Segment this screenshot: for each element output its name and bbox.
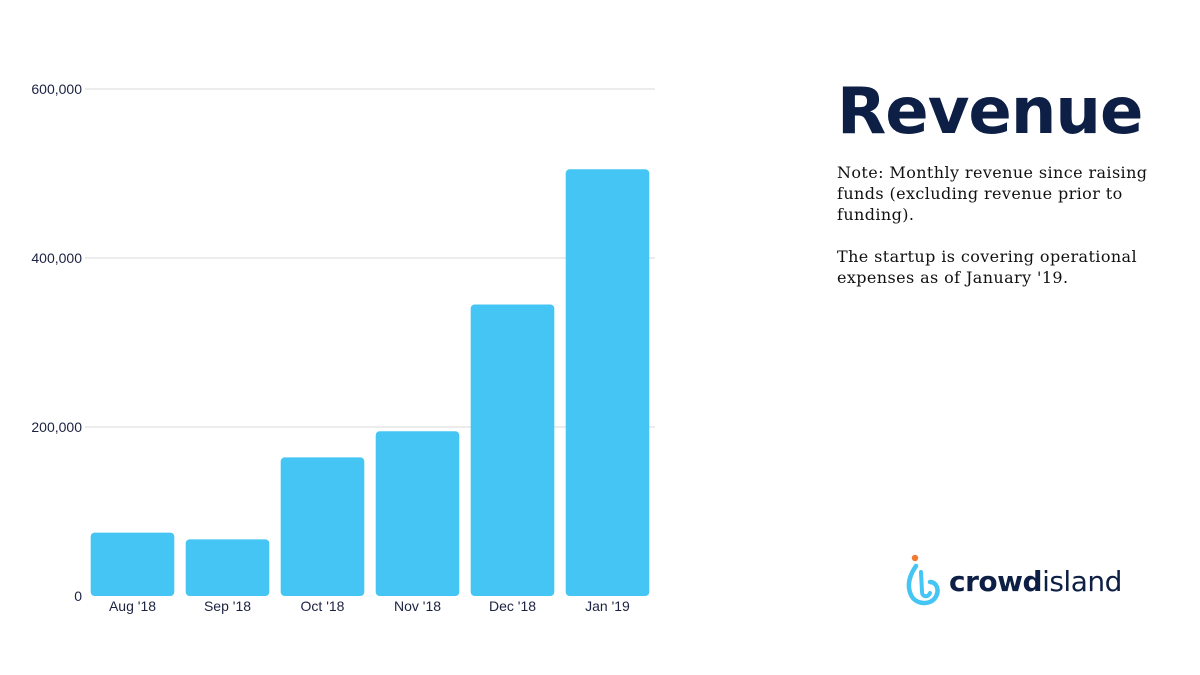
- x-tick-label: Sep '18: [204, 598, 251, 614]
- y-tick-label: 0: [74, 588, 82, 604]
- page-title: Revenue: [837, 75, 1143, 149]
- bar: [375, 431, 460, 596]
- drop-hook-logo-icon: [906, 554, 940, 606]
- bar: [90, 532, 175, 596]
- x-tick-label: Oct '18: [301, 598, 345, 614]
- bar: [565, 169, 650, 596]
- y-tick-label: 600,000: [31, 81, 82, 97]
- bar: [185, 539, 270, 596]
- y-tick-label: 200,000: [31, 419, 82, 435]
- revenue-bar-chart: 0 200,000 400,000 600,000 Aug '18 Sep '18 Oct …: [31, 81, 655, 614]
- brand-name-regular: island: [1042, 564, 1122, 598]
- x-tick-label: Aug '18: [109, 598, 156, 614]
- bar: [470, 304, 555, 596]
- y-tick-label: 400,000: [31, 250, 82, 266]
- brand-name: crowdisland: [949, 565, 1122, 598]
- brand-name-bold: crowd: [949, 564, 1043, 598]
- bar: [280, 457, 365, 596]
- side-panel: Revenue Note: Monthly revenue since rais…: [837, 70, 1167, 288]
- x-tick-label: Dec '18: [489, 598, 536, 614]
- brand-logo: crowdisland: [905, 552, 1122, 610]
- note-paragraph-1: Note: Monthly revenue since raising fund…: [837, 163, 1148, 224]
- x-tick-label: Nov '18: [394, 598, 441, 614]
- x-tick-label: Jan '19: [585, 598, 630, 614]
- note-paragraph-2: The startup is covering operational expe…: [837, 247, 1138, 287]
